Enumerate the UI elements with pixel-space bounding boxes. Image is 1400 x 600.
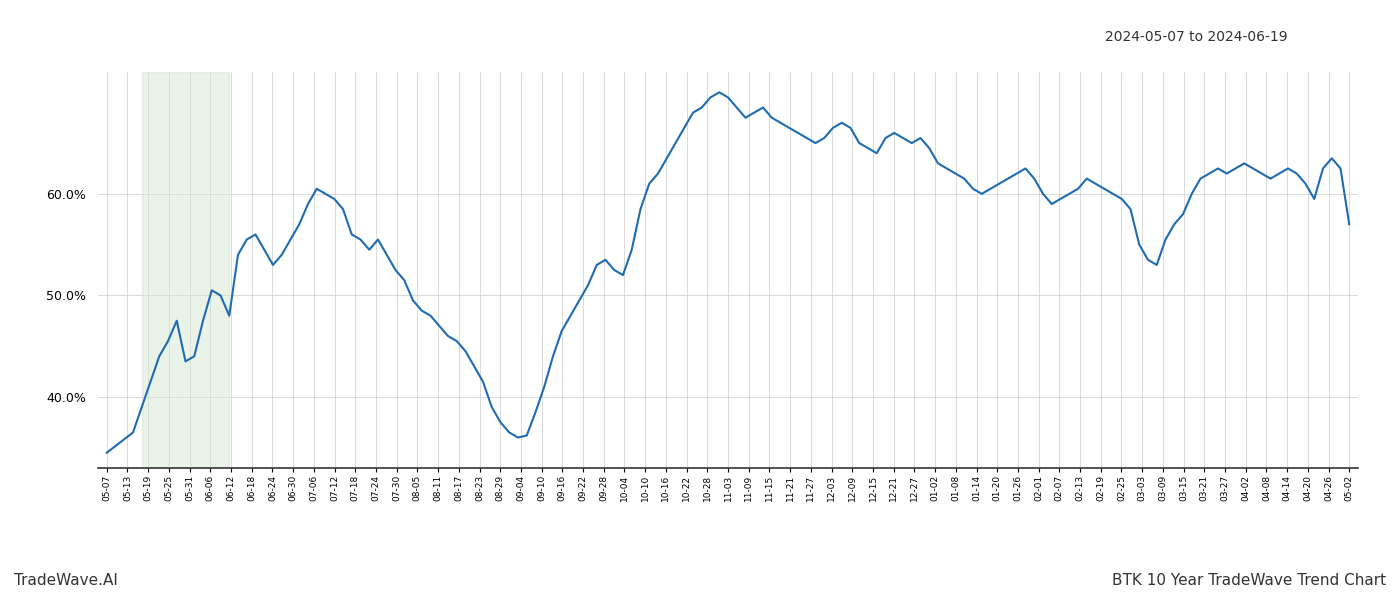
Text: TradeWave.AI: TradeWave.AI xyxy=(14,573,118,588)
Text: 2024-05-07 to 2024-06-19: 2024-05-07 to 2024-06-19 xyxy=(1106,30,1288,44)
Text: BTK 10 Year TradeWave Trend Chart: BTK 10 Year TradeWave Trend Chart xyxy=(1112,573,1386,588)
Bar xyxy=(141,72,230,468)
